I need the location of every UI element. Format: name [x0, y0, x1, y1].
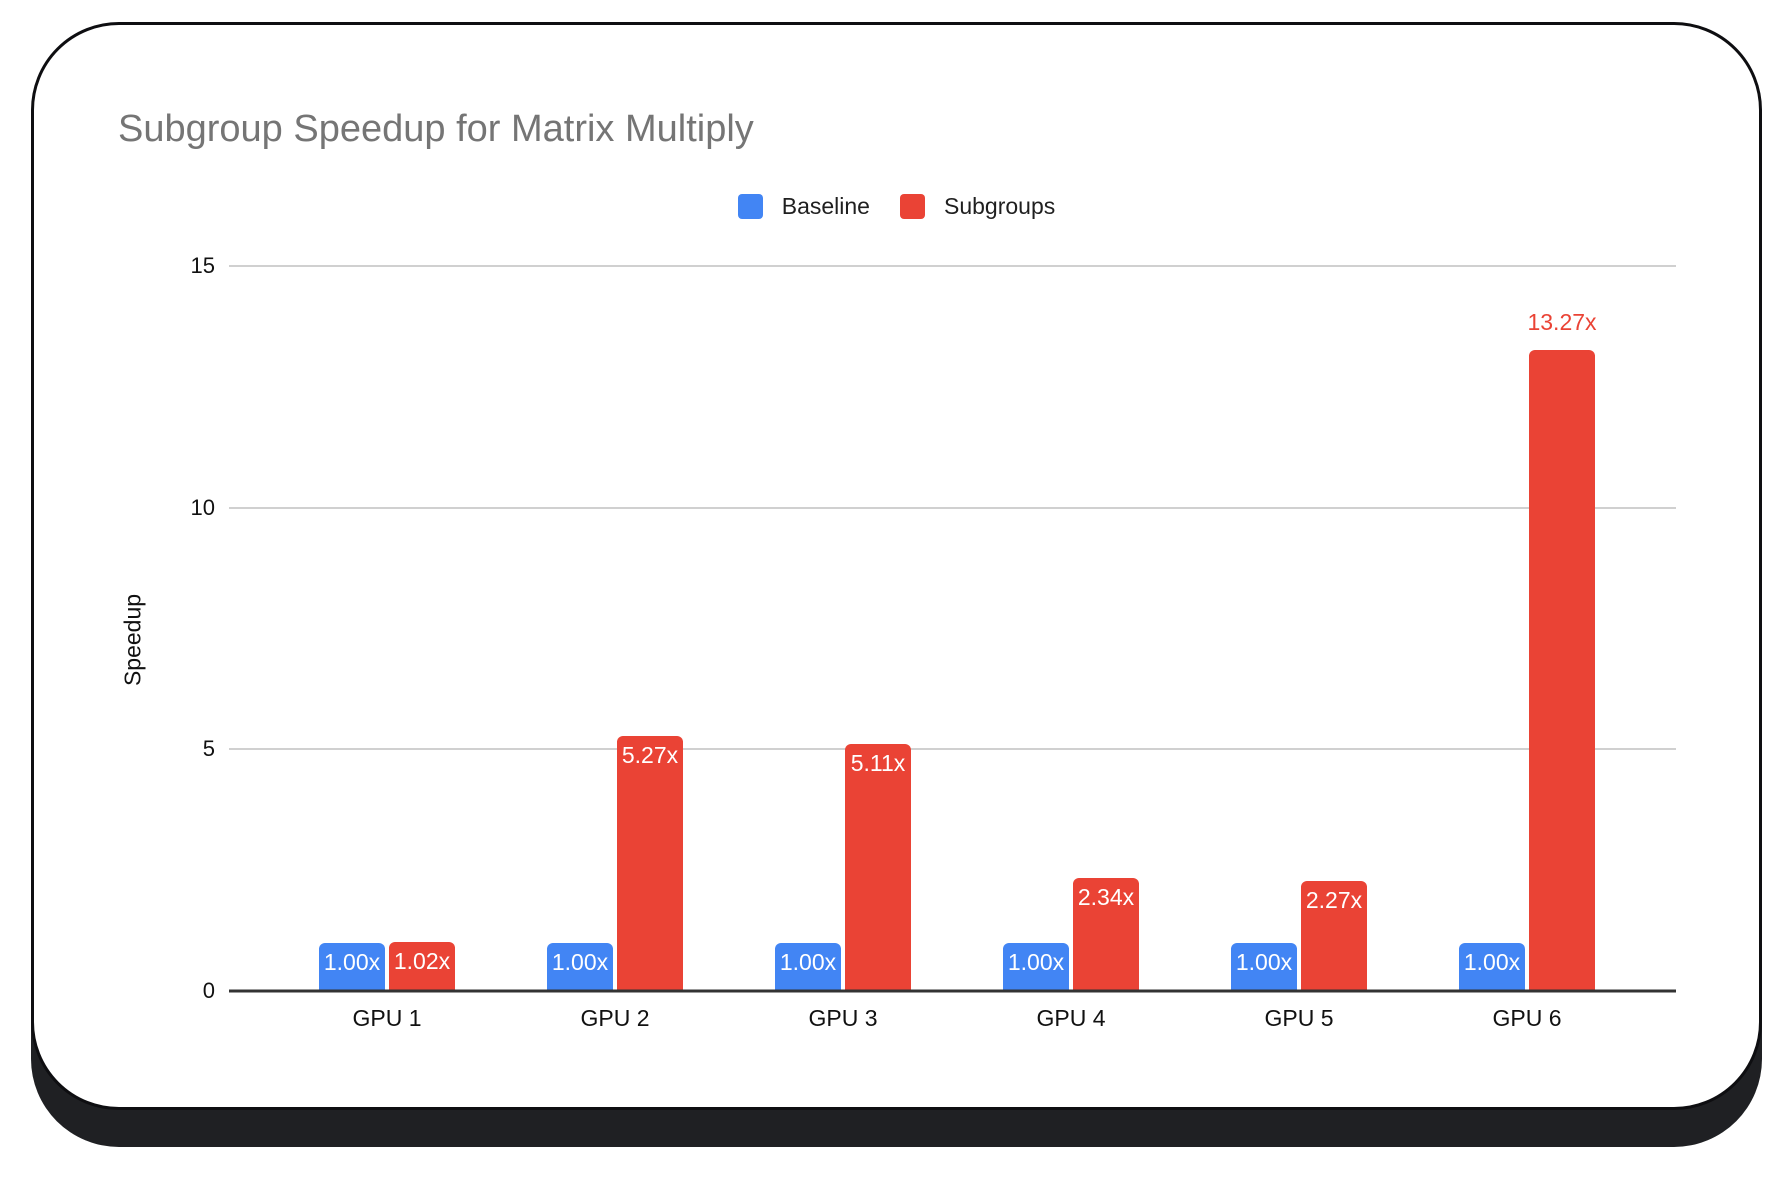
- subgroups-bar-value-label: 1.02x: [393, 947, 451, 974]
- subgroups-bar: 13.27x: [1527, 309, 1597, 991]
- gridline: [229, 265, 1676, 267]
- baseline-bar-value-label: 1.00x: [1463, 948, 1521, 975]
- bar-group: 1.00x 2.27x GPU 5: [1185, 266, 1413, 1031]
- subgroups-bar-value-label: 2.34x: [1077, 883, 1135, 910]
- subgroups-bar: 1.02x: [389, 941, 455, 991]
- legend-swatch-icon: [899, 194, 925, 219]
- legend-swatch-icon: [737, 194, 763, 219]
- baseline-bar: 1.00x: [775, 942, 841, 991]
- bar-group: 1.00x 5.27x GPU 2: [501, 266, 729, 1031]
- subgroups-bar: 2.34x: [1073, 877, 1139, 991]
- baseline-bar: 1.00x: [1003, 942, 1069, 991]
- bar-group: 1.00x 2.34x GPU 4: [957, 266, 1185, 1031]
- subgroups-bar-value-label: 5.11x: [850, 750, 906, 776]
- subgroups-bar-value-label: 5.27x: [621, 742, 679, 769]
- chart-title: Subgroup Speedup for Matrix Multiply: [118, 108, 754, 150]
- baseline-bar: 1.00x: [1459, 942, 1525, 991]
- baseline-bar-value-label: 1.00x: [1235, 948, 1293, 975]
- y-tick-label: 10: [190, 494, 215, 520]
- y-axis-title: Speedup: [119, 593, 146, 687]
- category-label: GPU 6: [1492, 1005, 1562, 1031]
- bar-group: 1.00x 13.27x GPU 6: [1413, 266, 1641, 1031]
- gridline: [229, 748, 1676, 751]
- baseline-bar: 1.00x: [547, 942, 613, 991]
- chart-card: Subgroup Speedup for Matrix Multiply Bas…: [31, 22, 1762, 1110]
- legend-label: Subgroups: [943, 193, 1056, 219]
- legend-label: Baseline: [781, 193, 870, 219]
- subgroups-bar-value-label: 2.27x: [1305, 887, 1363, 914]
- subgroups-bar: 5.11x: [845, 744, 911, 991]
- y-tick-label: 5: [202, 736, 215, 762]
- baseline-bar: 1.00x: [1231, 942, 1297, 991]
- category-label: GPU 4: [1036, 1005, 1106, 1031]
- category-label: GPU 3: [808, 1005, 878, 1031]
- baseline-bar-value-label: 1.00x: [551, 948, 609, 975]
- legend-item: Subgroups: [899, 193, 1056, 220]
- subgroups-bar-value-label: 13.27x: [1527, 308, 1597, 335]
- legend: Baseline Subgroups: [34, 193, 1759, 220]
- baseline-bar-value-label: 1.00x: [779, 948, 837, 975]
- baseline-bar: 1.00x: [319, 942, 385, 991]
- plot-area: 1.00x 1.02x GPU 1 1.00x 5.27x GPU 2 1.00…: [191, 253, 1676, 1031]
- baseline-bar-value-label: 1.00x: [323, 948, 381, 975]
- category-label: GPU 5: [1264, 1005, 1334, 1031]
- subgroups-bar: 5.27x: [617, 736, 683, 991]
- subgroups-bar: 2.27x: [1301, 881, 1367, 991]
- bar-group: 1.00x 1.02x GPU 1: [273, 266, 501, 1031]
- bar-groups: 1.00x 1.02x GPU 1 1.00x 5.27x GPU 2 1.00…: [229, 266, 1676, 1031]
- y-tick-label: 0: [202, 978, 215, 1003]
- gridline: [229, 506, 1676, 509]
- y-tick-label: 15: [190, 253, 215, 278]
- bar-group: 1.00x 5.11x GPU 3: [729, 266, 957, 1031]
- legend-item: Baseline: [737, 193, 870, 220]
- category-label: GPU 1: [352, 1005, 422, 1031]
- baseline-bar-value-label: 1.00x: [1007, 948, 1065, 975]
- category-label: GPU 2: [580, 1005, 650, 1031]
- gridline: [229, 989, 1676, 993]
